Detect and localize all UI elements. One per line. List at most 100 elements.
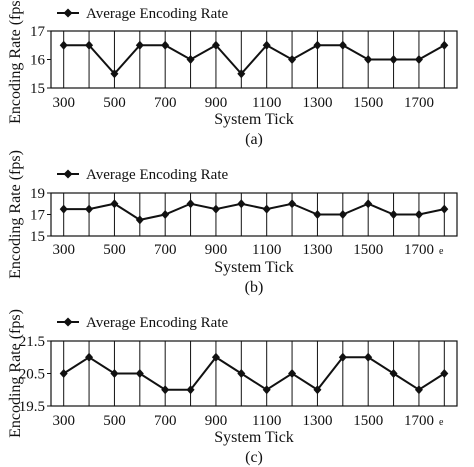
series-line xyxy=(63,43,445,76)
data-point xyxy=(440,369,449,378)
y-tick-label: 17 xyxy=(30,208,46,224)
data-point xyxy=(186,55,195,64)
y-tick-label: 21.5 xyxy=(19,334,45,350)
data-point xyxy=(237,69,246,79)
y-tick-label: 17 xyxy=(30,24,46,40)
data-point xyxy=(110,369,119,378)
x-tick-label: 700 xyxy=(154,242,177,258)
y-axis-label: Encoding Rate (fps) xyxy=(7,0,24,124)
data-point xyxy=(161,40,170,50)
data-point xyxy=(262,40,271,50)
data-point xyxy=(440,40,449,50)
x-tick-label: 1300 xyxy=(302,95,332,111)
data-point xyxy=(389,210,398,219)
y-tick-label: 15 xyxy=(30,229,45,245)
data-point xyxy=(364,352,373,362)
x-tick-label: 500 xyxy=(103,242,126,258)
y-tick-label: 19 xyxy=(30,186,45,202)
y-tick-label: 19.5 xyxy=(19,399,45,415)
x-tick-label: 1500 xyxy=(353,95,383,111)
x-tick-label: 1300 xyxy=(302,413,332,429)
data-point xyxy=(135,369,144,378)
x-tick-label: 1100 xyxy=(252,413,281,429)
x-tick-label: 500 xyxy=(103,95,126,111)
data-point xyxy=(110,199,119,209)
x-tick-label: 700 xyxy=(154,413,177,429)
x-tick-label: 300 xyxy=(52,413,75,429)
x-tick-label: 1500 xyxy=(353,413,383,429)
data-point xyxy=(161,210,170,219)
data-point xyxy=(440,204,449,214)
x-tick-label: 1500 xyxy=(353,242,383,258)
panel-caption: (a) xyxy=(245,131,263,148)
chart-panel-a: 15 16 17 300 500 700 900 1100 1300 1500 1700 System… xyxy=(7,0,458,148)
x-tick-label: 900 xyxy=(205,413,228,429)
data-point xyxy=(313,385,322,395)
x-axis-label: System Tick xyxy=(214,259,294,276)
data-point xyxy=(135,40,144,50)
x-tick-label: 1700 xyxy=(404,413,434,429)
legend-label: Average Encoding Rate xyxy=(86,6,229,22)
data-point xyxy=(313,210,322,219)
data-point xyxy=(262,385,271,395)
data-point xyxy=(338,352,347,362)
x-axis-label: System Tick xyxy=(214,429,294,446)
x-tick-label: 700 xyxy=(154,95,177,111)
y-tick-label: 16 xyxy=(30,53,46,69)
data-point xyxy=(414,210,423,219)
x-tick-label: 300 xyxy=(52,242,75,258)
data-point xyxy=(262,204,271,214)
x-tick-suffix: e xyxy=(439,417,444,428)
y-tick-label: 15 xyxy=(30,81,45,97)
x-tick-label: 1700 xyxy=(404,242,434,258)
panel-caption: (c) xyxy=(245,449,263,466)
data-point xyxy=(237,369,246,378)
x-tick-label: 1700 xyxy=(404,95,434,111)
data-point xyxy=(85,204,94,214)
legend-marker xyxy=(63,317,73,327)
chart-panel-b: 15 17 19 300 500 700 900 1100 1300 1500 1700 e Syste… xyxy=(7,150,458,296)
data-point xyxy=(288,369,297,378)
data-point xyxy=(186,385,195,395)
panel-caption: (b) xyxy=(245,279,264,296)
data-point xyxy=(338,40,347,50)
data-point xyxy=(85,352,94,362)
data-point xyxy=(364,199,373,209)
data-point xyxy=(389,369,398,378)
x-tick-label: 1100 xyxy=(252,242,281,258)
data-point xyxy=(161,385,170,395)
x-tick-suffix: e xyxy=(439,246,444,257)
data-point xyxy=(414,55,423,64)
series-line xyxy=(63,202,445,221)
data-point xyxy=(59,369,68,378)
legend-label: Average Encoding Rate xyxy=(86,167,229,183)
series-line xyxy=(63,355,445,392)
legend-marker xyxy=(63,169,73,179)
x-tick-label: 900 xyxy=(205,242,228,258)
x-axis-label: System Tick xyxy=(214,111,294,128)
data-point xyxy=(237,199,246,209)
data-point xyxy=(313,40,322,50)
x-tick-label: 300 xyxy=(52,95,75,111)
x-tick-label: 900 xyxy=(205,95,228,111)
data-point xyxy=(85,40,94,50)
data-point xyxy=(110,69,119,79)
data-point xyxy=(338,210,347,219)
x-tick-label: 1100 xyxy=(252,95,281,111)
y-tick-label: 20.5 xyxy=(19,367,45,383)
data-point xyxy=(288,55,297,64)
data-point xyxy=(211,352,220,362)
y-axis-label: Encoding Rate (fps) xyxy=(7,309,24,438)
data-point xyxy=(288,199,297,209)
data-point xyxy=(186,199,195,209)
legend-marker xyxy=(63,8,73,18)
data-point xyxy=(59,204,68,214)
data-point xyxy=(211,40,220,50)
data-point xyxy=(389,55,398,64)
chart-panel-c: 19.5 20.5 21.5 300 500 700 900 1100 1300 1500 1700… xyxy=(7,309,458,466)
x-tick-label: 500 xyxy=(103,413,126,429)
data-point xyxy=(59,40,68,50)
data-point xyxy=(414,385,423,395)
data-point xyxy=(364,55,373,64)
